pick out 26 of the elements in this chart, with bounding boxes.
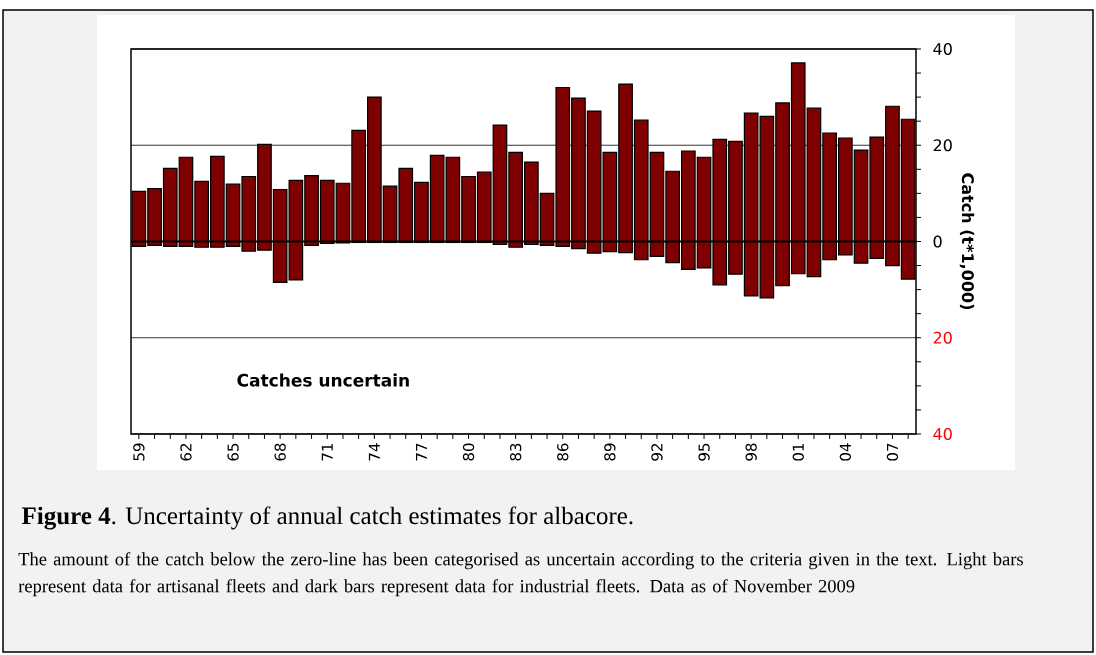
x-tick-label: 86 (557, 443, 569, 461)
x-tick-label: 77 (415, 443, 427, 461)
x-tick-label: 98 (745, 443, 757, 461)
y-tick-label: 40 (933, 42, 952, 56)
x-tick-label: 74 (368, 443, 380, 461)
y-axis-title: Catch (t*1,000) (959, 173, 975, 310)
y-tick-label: 20 (933, 139, 952, 152)
x-tick-label: 83 (509, 443, 522, 461)
x-tick-label: 07 (886, 443, 899, 461)
x-tick-label: 59 (133, 443, 145, 461)
x-tick-label: 01 (792, 443, 804, 461)
x-tick-label: 80 (462, 443, 475, 461)
y-tick-label: 0 (933, 235, 942, 248)
x-tick-label: 68 (274, 443, 286, 461)
y-tick-label: 20 (933, 331, 952, 344)
annotation: Catches uncertain (237, 373, 409, 387)
x-tick-label: 62 (180, 444, 192, 461)
text: Figure 4. Uncertainty of annual catch estimates for albacore. (21, 506, 633, 530)
x-tick-label: 92 (651, 444, 663, 461)
y-tick-label: 40 (933, 427, 952, 441)
text: The amount of the catch below the zero-line has been categorised as uncertain according to the criteria given in the text. Light bars represent data for artisanal fleets and dark bars represent data for industrial fleets. Data as of November 2009 (18, 552, 1023, 597)
x-tick-label: 65 (227, 443, 239, 461)
x-tick-label: 04 (839, 443, 852, 461)
x-tick-label: 89 (604, 443, 616, 461)
x-tick-label: 71 (321, 443, 333, 461)
x-tick-label: 95 (698, 443, 710, 461)
